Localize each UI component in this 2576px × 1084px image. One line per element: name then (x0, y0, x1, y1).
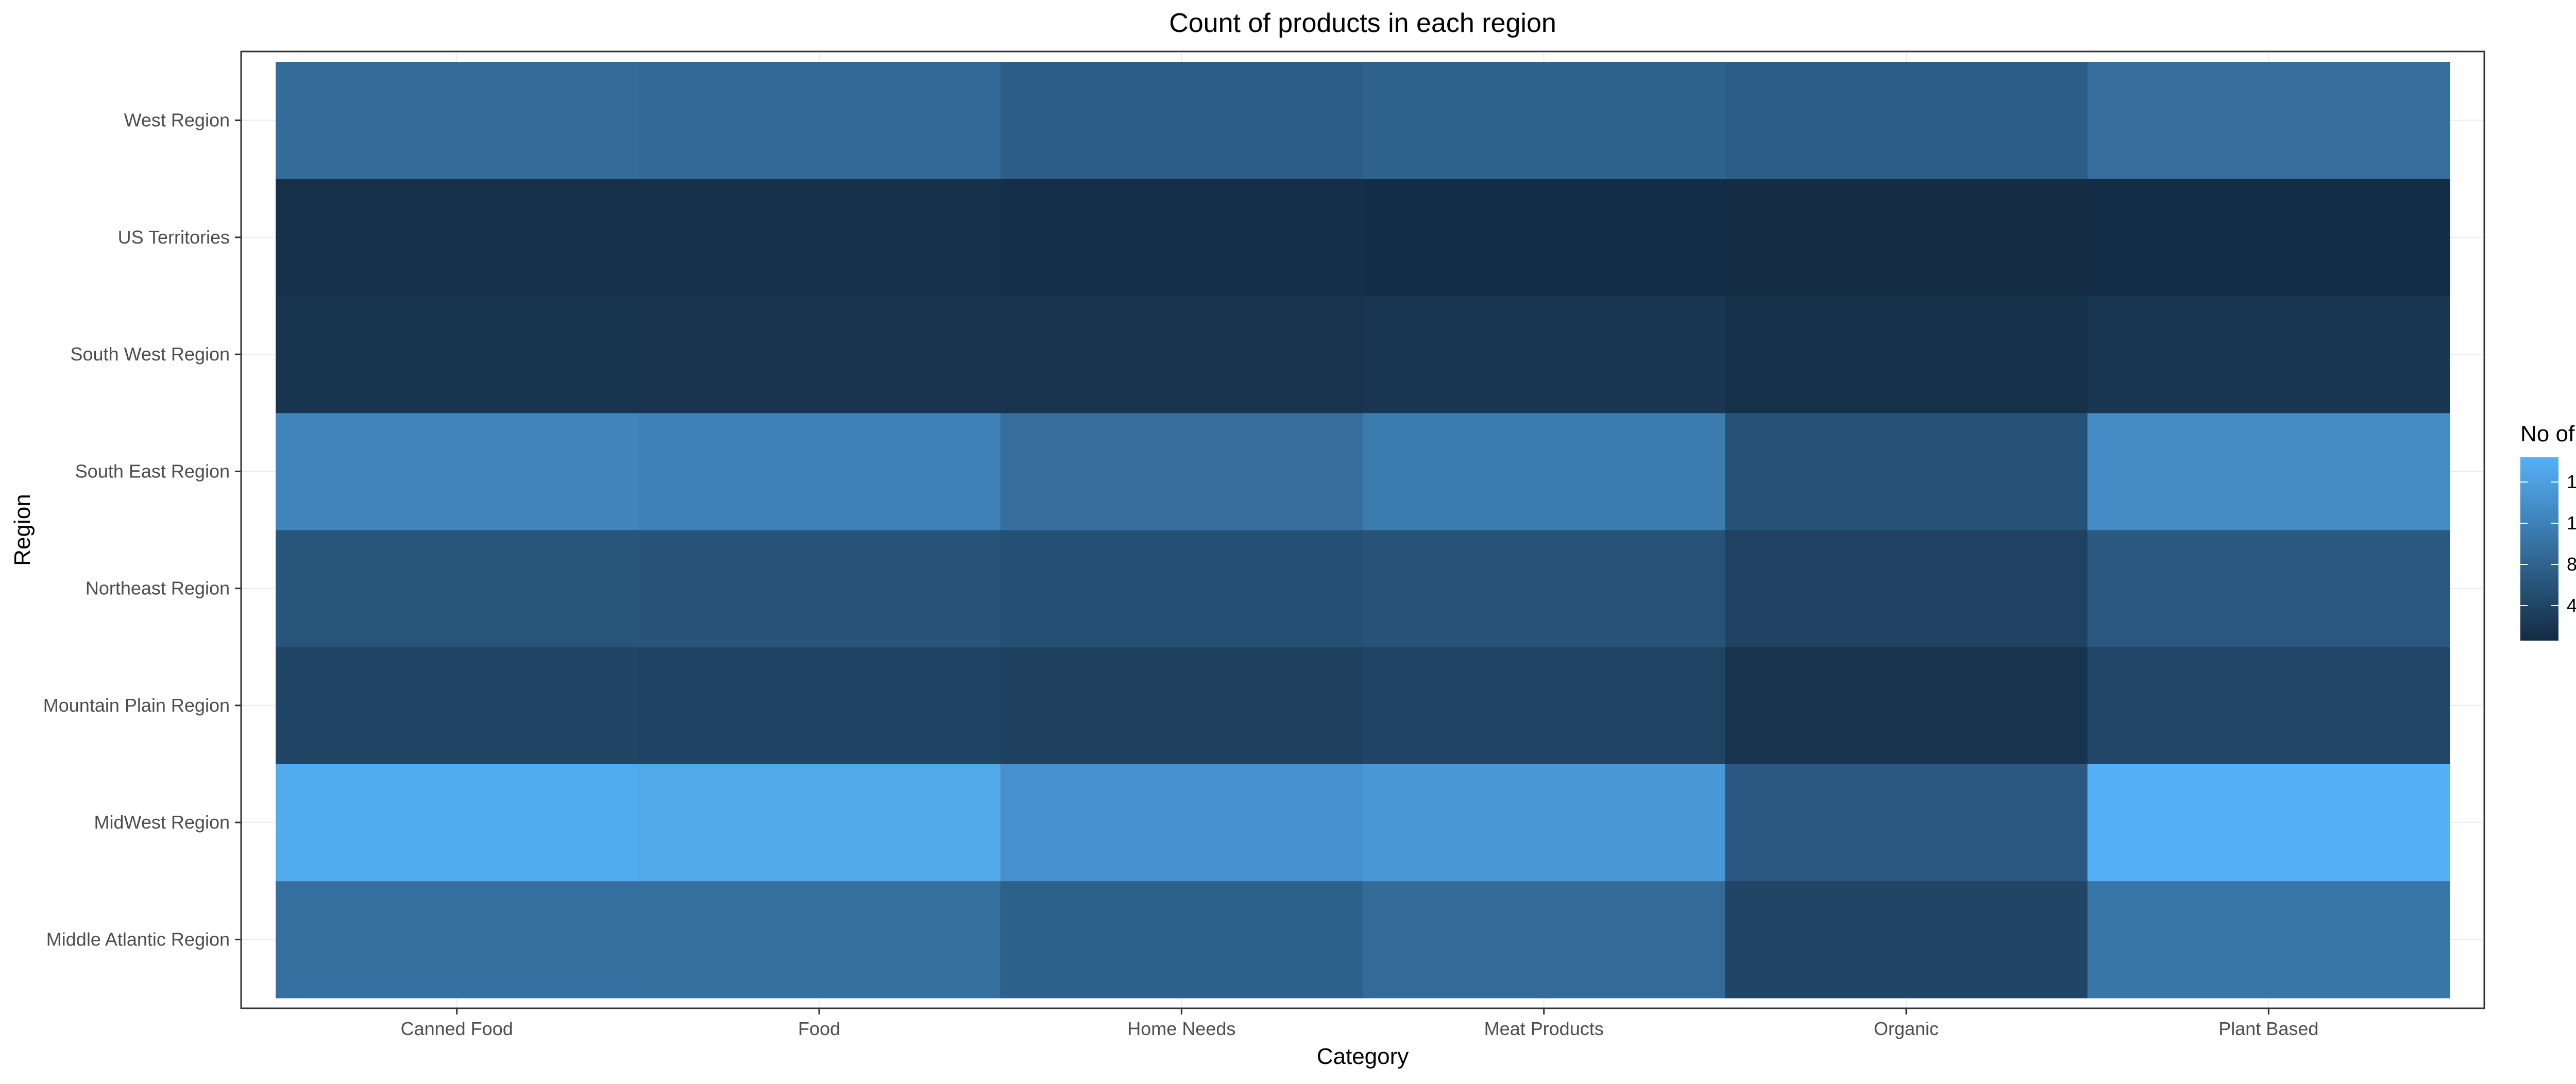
heatmap-cell (2088, 62, 2450, 179)
heatmap-cell (276, 764, 638, 882)
heatmap-cell (1725, 881, 2088, 999)
heatmap-cell (1363, 530, 1725, 647)
x-tick-label: Plant Based (2218, 1018, 2318, 1039)
heatmap-cell (1725, 647, 2088, 764)
heatmap-cell (638, 881, 1001, 999)
y-tick-label: Middle Atlantic Region (46, 928, 230, 950)
color-legend: No of Prodcuts 400 800 1200 1600 (2520, 421, 2576, 641)
y-tick-label: South West Region (70, 343, 230, 365)
x-tick-label: Canned Food (401, 1018, 513, 1039)
x-axis-ticks: Canned Food Food Home Needs Meat Products Or… (401, 1008, 2319, 1039)
heatmap-cell (1001, 530, 1363, 647)
y-tick-label: South East Region (75, 460, 230, 481)
heatmap-cell (2088, 413, 2450, 530)
heatmap-cell (1363, 764, 1725, 882)
heatmap-cell (1001, 647, 1363, 764)
heatmap-cell (1725, 179, 2088, 296)
colorbar-tick-label: 1200 (2567, 512, 2576, 534)
heatmap-cell (276, 530, 638, 647)
x-tick-label: Home Needs (1127, 1018, 1235, 1039)
heatmap-cell (2088, 296, 2450, 414)
heatmap-cell (638, 647, 1001, 764)
colorbar-tick-label: 400 (2567, 595, 2576, 616)
heatmap-cell (1001, 764, 1363, 882)
x-tick-label: Food (798, 1018, 840, 1039)
heatmap-cell (2088, 881, 2450, 999)
heatmap-cell (276, 881, 638, 999)
heatmap-cell (1363, 62, 1725, 179)
heatmap-cell (276, 296, 638, 414)
heatmap-cell (638, 413, 1001, 530)
chart-title: Count of products in each region (1169, 8, 1556, 38)
heatmap-cell (1001, 296, 1363, 414)
colorbar-tick-label: 1600 (2567, 471, 2576, 492)
heatmap-cell (1363, 881, 1725, 999)
heatmap-cell (638, 179, 1001, 296)
y-tick-label: Mountain Plain Region (43, 695, 230, 716)
y-tick-label: MidWest Region (94, 812, 230, 833)
heatmap-cell (1001, 62, 1363, 179)
colorbar-tick-label: 800 (2567, 554, 2576, 575)
heatmap-cell (2088, 764, 2450, 882)
heatmap-cell (1001, 881, 1363, 999)
heatmap-cell (1725, 764, 2088, 882)
y-tick-label: US Territories (118, 227, 230, 248)
heatmap-cell (1725, 296, 2088, 414)
heatmap-cell (1725, 413, 2088, 530)
heatmap-tiles (276, 62, 2450, 999)
heatmap-cell (638, 296, 1001, 414)
heatmap-cell (276, 62, 638, 179)
x-axis-title: Category (1317, 1044, 1409, 1069)
heatmap-cell (1725, 530, 2088, 647)
heatmap-cell (638, 764, 1001, 882)
x-tick-label: Meat Products (1484, 1018, 1604, 1039)
heatmap-cell (2088, 647, 2450, 764)
heatmap-cell (276, 413, 638, 530)
heatmap-cell (1001, 413, 1363, 530)
heatmap-cell (2088, 530, 2450, 647)
heatmap-cell (276, 647, 638, 764)
legend-title: No of Prodcuts (2520, 421, 2576, 446)
y-axis-ticks: Middle Atlantic Region MidWest Region Moun… (43, 110, 241, 950)
heatmap-cell (638, 530, 1001, 647)
x-tick-label: Organic (1874, 1018, 1939, 1039)
heatmap-cell (1363, 296, 1725, 414)
y-axis-title: Region (10, 494, 35, 565)
heatmap-cell (276, 179, 638, 296)
heatmap-cell (2088, 179, 2450, 296)
heatmap-cell (638, 62, 1001, 179)
heatmap-cell (1725, 62, 2088, 179)
colorbar (2520, 457, 2558, 641)
heatmap-cell (1363, 413, 1725, 530)
heatmap-cell (1363, 647, 1725, 764)
heatmap-cell (1363, 179, 1725, 296)
y-tick-label: West Region (124, 110, 230, 131)
heatmap-cell (1001, 179, 1363, 296)
y-tick-label: Northeast Region (86, 578, 230, 599)
